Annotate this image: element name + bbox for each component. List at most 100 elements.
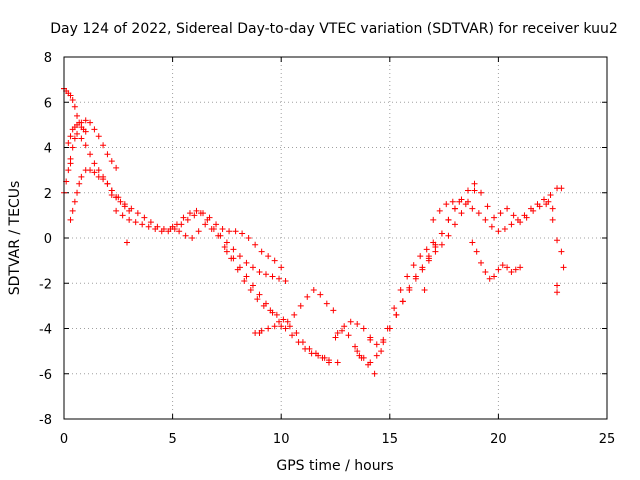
data-point-marker xyxy=(284,318,291,325)
x-tick-label: 10 xyxy=(273,432,290,447)
data-point-marker xyxy=(280,316,287,323)
data-point-marker xyxy=(286,323,293,330)
data-point-marker xyxy=(121,201,128,208)
y-tick-label: 6 xyxy=(44,96,52,111)
x-tick-label: 5 xyxy=(168,432,176,447)
data-point-marker xyxy=(256,330,263,337)
data-point-marker xyxy=(347,318,354,325)
data-point-marker xyxy=(438,230,445,237)
data-point-marker xyxy=(339,327,346,334)
data-point-marker xyxy=(95,173,102,180)
data-point-marker xyxy=(65,139,72,146)
data-point-marker xyxy=(549,216,556,223)
data-point-marker xyxy=(243,273,250,280)
data-point-marker xyxy=(139,221,146,228)
data-point-marker xyxy=(249,264,256,271)
data-point-marker xyxy=(104,180,111,187)
x-tick-labels: 0 5 10 15 20 25 xyxy=(60,432,615,447)
data-point-marker xyxy=(215,232,222,239)
axis-ticks xyxy=(63,56,608,420)
data-point-marker xyxy=(271,323,278,330)
y-axis-label: SDTVAR / TECUs xyxy=(7,181,23,296)
data-point-marker xyxy=(360,354,367,361)
data-point-marker xyxy=(104,151,111,158)
data-point-marker xyxy=(100,142,107,149)
data-point-marker xyxy=(82,142,89,149)
data-point-marker xyxy=(554,289,561,296)
data-point-marker xyxy=(193,207,200,214)
data-point-marker xyxy=(438,241,445,248)
data-point-marker xyxy=(282,277,289,284)
data-point-marker xyxy=(430,216,437,223)
data-point-marker xyxy=(295,339,302,346)
data-point-marker xyxy=(297,302,304,309)
data-point-marker xyxy=(334,359,341,366)
y-tick-label: -4 xyxy=(39,323,52,338)
data-point-marker xyxy=(252,241,259,248)
data-point-marker xyxy=(76,180,83,187)
data-point-marker xyxy=(74,112,81,119)
data-point-marker xyxy=(87,167,94,174)
data-point-marker xyxy=(458,210,465,217)
data-point-marker xyxy=(78,173,85,180)
data-point-marker xyxy=(371,370,378,377)
data-point-marker xyxy=(315,352,322,359)
data-point-marker xyxy=(123,239,130,246)
data-point-marker xyxy=(87,119,94,126)
data-point-marker xyxy=(321,354,328,361)
data-point-marker xyxy=(310,287,317,294)
series-arc8 xyxy=(223,248,328,361)
data-point-marker xyxy=(367,359,374,366)
data-point-marker xyxy=(191,212,198,219)
data-point-marker xyxy=(165,228,172,235)
grid xyxy=(63,56,608,420)
data-point-marker xyxy=(491,214,498,221)
data-point-marker xyxy=(449,198,456,205)
data-point-marker xyxy=(91,169,98,176)
data-point-marker xyxy=(273,311,280,318)
data-point-marker xyxy=(478,259,485,266)
data-point-marker xyxy=(262,300,269,307)
data-point-marker xyxy=(517,264,524,271)
y-tick-label: 8 xyxy=(44,51,52,66)
data-point-marker xyxy=(256,268,263,275)
data-point-marker xyxy=(158,228,165,235)
data-point-marker xyxy=(115,194,122,201)
data-point-marker xyxy=(354,320,361,327)
data-point-marker xyxy=(71,198,78,205)
data-point-marker xyxy=(393,311,400,318)
y-tick-label: -2 xyxy=(39,277,52,292)
data-point-marker xyxy=(547,192,554,199)
data-point-marker xyxy=(141,214,148,221)
data-point-marker xyxy=(462,201,469,208)
data-point-marker xyxy=(436,207,443,214)
data-point-marker xyxy=(527,205,534,212)
data-point-marker xyxy=(119,212,126,219)
y-tick-label: 0 xyxy=(44,232,52,247)
y-tick-labels: -8 -6 -4 -2 0 2 4 6 8 xyxy=(39,51,52,428)
data-point-marker xyxy=(410,262,417,269)
data-point-marker xyxy=(108,192,115,199)
data-point-marker xyxy=(504,205,511,212)
data-point-marker xyxy=(510,212,517,219)
data-point-marker xyxy=(482,216,489,223)
data-point-marker xyxy=(258,248,265,255)
data-point-marker xyxy=(373,352,380,359)
data-point-marker xyxy=(91,126,98,133)
data-point-marker xyxy=(67,160,74,167)
data-point-marker xyxy=(473,248,480,255)
data-point-marker xyxy=(378,348,385,355)
data-point-marker xyxy=(271,257,278,264)
data-point-marker xyxy=(488,223,495,230)
data-point-marker xyxy=(245,235,252,241)
data-point-marker xyxy=(178,221,185,228)
data-point-marker xyxy=(412,275,419,282)
data-point-marker xyxy=(262,271,269,278)
data-point-marker xyxy=(404,273,411,280)
x-tick-label: 20 xyxy=(490,432,507,447)
series-arc5 xyxy=(108,192,285,271)
data-point-marker xyxy=(367,336,374,343)
data-point-marker xyxy=(491,273,498,280)
data-point-marker xyxy=(69,207,76,214)
chart-title: Day 124 of 2022, Sidereal Day-to-day VTE… xyxy=(50,21,618,37)
